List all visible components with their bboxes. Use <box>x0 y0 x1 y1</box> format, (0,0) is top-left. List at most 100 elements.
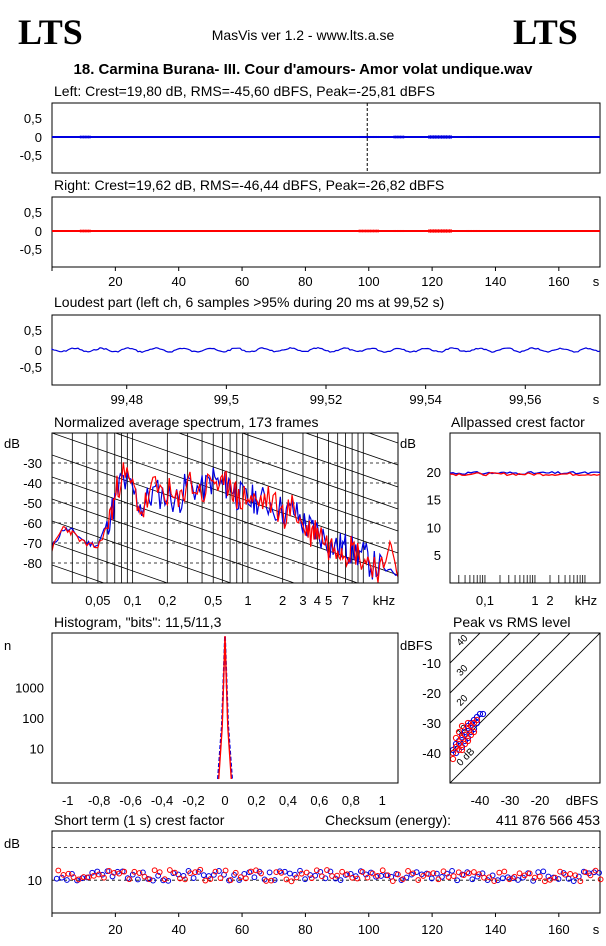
spectrum-ytick-1: -40 <box>23 476 42 491</box>
loudest-xtick-label-3: 99,54 <box>409 392 442 407</box>
histogram-xtick-8: 0,6 <box>310 793 328 808</box>
stc-point-1-1007 <box>369 870 376 877</box>
stc-point-1-1375 <box>486 874 493 881</box>
apc-ytick-3: 5 <box>434 548 441 563</box>
stc-point-1-1391 <box>491 878 498 884</box>
pvr-xunit: dBFS <box>566 793 599 808</box>
apc-xtick-0: 0,1 <box>476 593 494 608</box>
stc-point-0-1599 <box>555 876 562 882</box>
stc-point-0-319 <box>150 877 156 884</box>
stc-point-1-383 <box>172 869 178 876</box>
loudest-part-title: Loudest part (left ch, 6 samples >95% du… <box>54 294 444 310</box>
crest-line-label-2: 20 <box>455 693 471 709</box>
stc-xtick-label-1: 40 <box>171 922 185 937</box>
stc-xtick-label-6: 140 <box>485 922 507 937</box>
histogram-title: Histogram, "bits": 11,5/11,3 <box>54 614 222 630</box>
crest-line-1 <box>450 633 511 694</box>
stc-point-1-1423 <box>501 868 508 875</box>
stc-point-1-495 <box>207 876 214 882</box>
right-xunit: s <box>593 274 600 289</box>
stc-point-0-479 <box>200 872 207 879</box>
stc-point-1-575 <box>232 869 239 876</box>
right-signal-bursts <box>79 229 481 233</box>
pvr-point-1-4 <box>461 731 469 739</box>
histogram-xtick-6: 0,2 <box>247 793 265 808</box>
stc-point-1-927 <box>344 871 351 878</box>
right-xtick-label-4: 100 <box>358 274 380 289</box>
stc-point-1-223 <box>121 868 128 875</box>
stc-point-1-1535 <box>536 873 543 880</box>
histogram-chart: Histogram, "bits": 11,5/11,3 n 100010010… <box>4 614 399 808</box>
stc-point-0-1455 <box>509 875 516 882</box>
loudest-part-waveform <box>51 346 601 354</box>
stc-point-1-991 <box>364 874 371 881</box>
stc-point-1-1695 <box>587 872 594 879</box>
avg-spectrum-chart: Normalized average spectrum, 173 frames … <box>4 414 399 608</box>
pvr-point-1-16 <box>452 734 460 742</box>
allpassed-crest-title: Allpassed crest factor <box>451 414 585 430</box>
stc-point-1-303 <box>146 876 153 883</box>
histogram-xtick-1: -0,8 <box>88 793 110 808</box>
stc-point-0-15 <box>53 875 60 882</box>
stc-point-0-63 <box>69 870 75 877</box>
stc-point-1-895 <box>334 872 340 879</box>
left-ytick-0: 0,5 <box>24 111 42 126</box>
apc-series-line-1 <box>449 472 601 477</box>
stc-point-1-1135 <box>410 870 417 877</box>
stc-point-0-191 <box>109 873 116 880</box>
stc-point-1-1295 <box>460 872 467 878</box>
stc-point-1-1487 <box>521 872 528 879</box>
right-xtick-label-7: 160 <box>548 274 570 289</box>
stc-point-1-1343 <box>476 871 482 878</box>
histogram-frame <box>51 632 399 784</box>
apc-xtick-1: 1 <box>531 593 538 608</box>
pvr-point-0-16 <box>473 719 481 727</box>
pvr-point-1-19 <box>455 728 463 736</box>
stc-point-0-1135 <box>408 871 415 878</box>
crest-line-0 <box>450 633 481 664</box>
apc-ytick-2: 10 <box>427 520 441 535</box>
stc-point-1-159 <box>101 874 107 881</box>
stc-point-0-1631 <box>565 875 572 882</box>
avg-spectrum-frame <box>51 432 399 584</box>
spectrum-xtick-9: 7 <box>342 593 349 608</box>
stc-point-1-15 <box>55 867 62 874</box>
spectrum-slope-line-6 <box>52 433 398 554</box>
loudest-xtick-label-1: 99,5 <box>214 392 239 407</box>
stc-point-1-527 <box>217 875 224 882</box>
stc-point-1-351 <box>161 876 168 883</box>
stc-point-0-1615 <box>560 870 567 876</box>
pvr-point-1-2 <box>455 740 463 748</box>
stc-point-0-495 <box>205 873 212 879</box>
stc-point-1-207 <box>116 870 123 877</box>
peak-vs-rms-xticks: -40 -30 -20 dBFS <box>471 793 599 808</box>
stc-point-0-1519 <box>530 877 537 884</box>
stc-point-0-703 <box>271 877 278 883</box>
stc-point-1-1567 <box>547 876 553 883</box>
spectrum-xtick-8: 5 <box>325 593 332 608</box>
pvr-ytick-2: -30 <box>422 716 441 731</box>
stc-point-1-463 <box>197 866 204 873</box>
spectrum-xtick-2: 0,2 <box>158 593 176 608</box>
peak-vs-rms-yticks: -10 -20 -30 -40 <box>422 656 441 761</box>
histogram-xtick-9: 0,8 <box>342 793 360 808</box>
pvr-ytick-0: -10 <box>422 656 441 671</box>
stc-point-0-1119 <box>403 874 410 881</box>
stc-point-0-591 <box>236 877 243 883</box>
histogram-ytick-0: 1000 <box>15 681 44 696</box>
histogram-xtick-7: 0,4 <box>279 793 297 808</box>
pvr-point-1-18 <box>464 719 472 727</box>
stc-point-1-831 <box>313 867 320 874</box>
loudest-xticks: 99,48 99,5 99,52 99,54 99,56 s <box>110 385 600 407</box>
stc-point-1-1551 <box>541 878 548 885</box>
stc-point-1-847 <box>318 873 325 880</box>
stc-point-1-143 <box>95 871 102 878</box>
histogram-series-1 <box>218 635 232 780</box>
stc-point-0-671 <box>261 876 268 883</box>
stc-point-1-63 <box>70 874 77 881</box>
loudest-xtick-label-4: 99,56 <box>509 392 542 407</box>
stc-point-1-1119 <box>405 868 411 874</box>
crest-line-label-0: 40 <box>455 633 471 649</box>
